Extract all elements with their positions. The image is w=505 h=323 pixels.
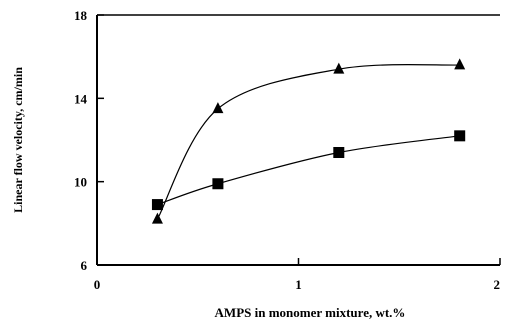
square-series-line <box>157 135 460 206</box>
tick-labels: 6 10 14 18 0 1 2 <box>74 8 500 292</box>
y-tick-label: 18 <box>74 8 88 23</box>
triangle-marker <box>212 102 224 114</box>
y-tick-label: 6 <box>81 258 88 273</box>
series-curves <box>156 64 460 220</box>
square-marker <box>454 130 466 142</box>
x-tick-label: 2 <box>494 277 501 292</box>
square-marker <box>212 178 224 190</box>
y-axis-label: Linear flow velocity, cm/min <box>11 67 25 213</box>
tick-marks <box>96 14 501 266</box>
x-axis-label: AMPS in monomer mixture, wt.% <box>215 305 406 320</box>
x-tick-label: 1 <box>295 277 302 292</box>
square-marker <box>333 147 345 158</box>
triangle-marker <box>151 212 163 224</box>
y-tick-label: 10 <box>74 175 87 190</box>
triangle-marker <box>454 58 466 70</box>
y-tick-label: 14 <box>74 91 88 106</box>
series-markers <box>151 58 466 224</box>
triangle-series-line <box>156 64 460 220</box>
square-marker <box>151 199 163 211</box>
x-tick-label: 0 <box>94 277 101 292</box>
triangle-marker <box>333 62 345 74</box>
plot-frame <box>96 14 500 266</box>
